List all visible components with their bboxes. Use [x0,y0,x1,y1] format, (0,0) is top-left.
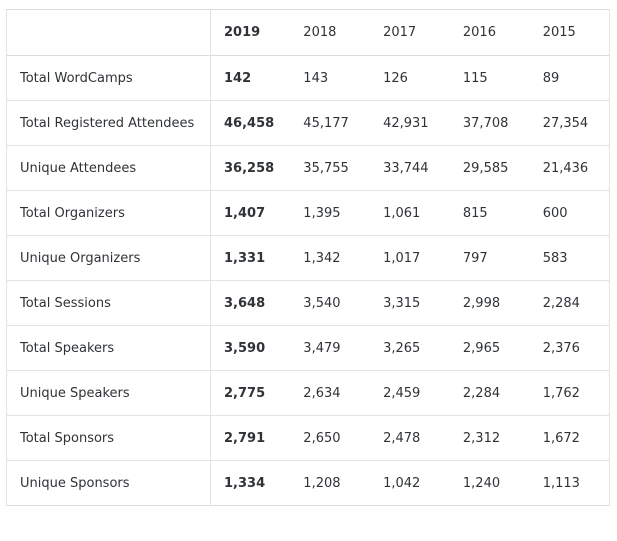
row-label: Total WordCamps [6,55,211,101]
header-year-2019: 2019 [210,9,291,56]
cell-2016: 2,998 [449,280,530,326]
cell-2015: 27,354 [529,100,610,146]
cell-2016: 1,240 [449,460,530,506]
header-corner-cell [6,9,211,56]
cell-2015: 89 [529,55,610,101]
row-label: Unique Speakers [6,370,211,416]
cell-2017: 2,478 [370,415,450,461]
cell-2018: 143 [290,55,371,101]
cell-2016: 2,965 [449,325,530,371]
cell-2016: 37,708 [449,100,530,146]
cell-2019: 3,648 [210,280,291,326]
row-label: Unique Sponsors [6,460,211,506]
cell-2017: 33,744 [370,145,450,191]
table-row: Total Sessions 3,648 3,540 3,315 2,998 2… [6,280,610,326]
row-label: Total Sessions [6,280,211,326]
row-label: Unique Organizers [6,235,211,281]
row-label: Total Organizers [6,190,211,236]
cell-2016: 815 [449,190,530,236]
cell-2015: 1,762 [529,370,610,416]
cell-2017: 1,042 [370,460,450,506]
cell-2018: 2,634 [290,370,371,416]
table-row: Unique Organizers 1,331 1,342 1,017 797 … [6,235,610,281]
header-year-2016: 2016 [449,9,530,56]
cell-2015: 2,376 [529,325,610,371]
cell-2018: 1,208 [290,460,371,506]
header-year-2015: 2015 [529,9,610,56]
header-year-2017: 2017 [370,9,450,56]
cell-2019: 2,791 [210,415,291,461]
cell-2016: 115 [449,55,530,101]
cell-2018: 35,755 [290,145,371,191]
cell-2018: 1,342 [290,235,371,281]
cell-2019: 1,334 [210,460,291,506]
cell-2017: 42,931 [370,100,450,146]
cell-2015: 1,672 [529,415,610,461]
cell-2016: 2,312 [449,415,530,461]
cell-2018: 3,479 [290,325,371,371]
table-row: Unique Attendees 36,258 35,755 33,744 29… [6,145,610,191]
cell-2016: 797 [449,235,530,281]
cell-2019: 1,331 [210,235,291,281]
header-year-2018: 2018 [290,9,371,56]
cell-2019: 142 [210,55,291,101]
cell-2018: 1,395 [290,190,371,236]
table-row: Total Speakers 3,590 3,479 3,265 2,965 2… [6,325,610,371]
table-row: Total Sponsors 2,791 2,650 2,478 2,312 1… [6,415,610,461]
cell-2017: 3,315 [370,280,450,326]
cell-2017: 3,265 [370,325,450,371]
table-row: Unique Sponsors 1,334 1,208 1,042 1,240 … [6,460,610,506]
cell-2017: 1,061 [370,190,450,236]
table-body: Total WordCamps 142 143 126 115 89 Total… [6,55,610,506]
cell-2018: 45,177 [290,100,371,146]
cell-2017: 2,459 [370,370,450,416]
cell-2015: 2,284 [529,280,610,326]
cell-2015: 600 [529,190,610,236]
cell-2019: 3,590 [210,325,291,371]
table-row: Total WordCamps 142 143 126 115 89 [6,55,610,101]
cell-2017: 1,017 [370,235,450,281]
cell-2016: 29,585 [449,145,530,191]
header-row: 2019 2018 2017 2016 2015 [6,9,610,56]
cell-2019: 36,258 [210,145,291,191]
table-header: 2019 2018 2017 2016 2015 [6,9,610,56]
cell-2018: 2,650 [290,415,371,461]
table-row: Total Registered Attendees 46,458 45,177… [6,100,610,146]
row-label: Total Speakers [6,325,211,371]
wordcamp-stats-table: 2019 2018 2017 2016 2015 Total WordCamps… [6,9,610,506]
cell-2019: 1,407 [210,190,291,236]
table-row: Total Organizers 1,407 1,395 1,061 815 6… [6,190,610,236]
cell-2016: 2,284 [449,370,530,416]
cell-2017: 126 [370,55,450,101]
cell-2015: 21,436 [529,145,610,191]
cell-2018: 3,540 [290,280,371,326]
cell-2019: 46,458 [210,100,291,146]
table-row: Unique Speakers 2,775 2,634 2,459 2,284 … [6,370,610,416]
row-label: Total Sponsors [6,415,211,461]
row-label: Total Registered Attendees [6,100,211,146]
cell-2015: 583 [529,235,610,281]
row-label: Unique Attendees [6,145,211,191]
cell-2015: 1,113 [529,460,610,506]
cell-2019: 2,775 [210,370,291,416]
